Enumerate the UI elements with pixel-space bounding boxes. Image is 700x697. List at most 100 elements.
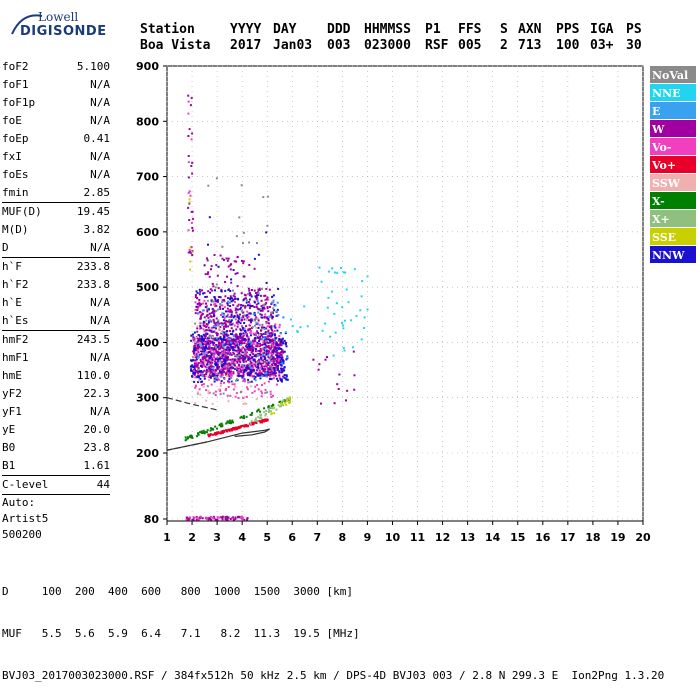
echo-point [224,349,227,351]
echo-point [238,341,241,344]
echo-point [242,372,245,375]
echo-point [194,312,197,315]
echo-point [201,358,204,361]
y-tick-label: 800 [136,115,159,128]
param-value: 233.8 [76,278,110,291]
echo-point [239,328,242,331]
echo-point [191,161,194,164]
echo-point [219,368,222,371]
echo-point [216,366,219,369]
trace-point [221,430,224,433]
echo-point [196,349,199,352]
legend-swatch [650,156,696,173]
trace-point [207,433,210,436]
echo-point [263,307,266,310]
echo-point [193,380,196,383]
echo-point [272,394,274,397]
echo-point [256,369,258,372]
echo-point [237,340,240,343]
echo-point [220,344,223,347]
echo-point [262,303,265,306]
echo-point [220,380,223,382]
echo-point [247,381,250,384]
echo-point [280,339,283,342]
legend-label: E [652,105,660,118]
echo-point [249,368,252,371]
echo-point [193,373,196,376]
trace-point [267,407,270,410]
echo-point [265,340,268,343]
echo-point [257,294,260,297]
echo-point [223,300,226,303]
echo-point [224,343,227,346]
echo-point [256,330,259,333]
echo-point [223,363,226,366]
echo-point [203,352,206,355]
echo-point [221,304,224,307]
echo-point [264,294,267,297]
param-name: h`Es [2,314,29,327]
echo-point [241,368,244,371]
echo-point [273,367,276,369]
echo-point [194,372,196,375]
echo-point [214,300,217,303]
echo-point [248,307,251,310]
echo-point [277,348,280,351]
echo-point [208,312,211,315]
echo-point [226,367,229,370]
echo-point [189,104,192,107]
param-value: 5.100 [76,60,110,73]
echo-point [263,326,266,329]
trace-point [280,402,282,405]
echo-point [222,307,224,310]
echo-point [230,278,233,281]
echo-point [232,371,235,374]
echo-point [187,206,190,209]
echo-point [267,345,270,347]
echo-point [221,370,224,373]
echo-point [188,516,191,519]
echo-point [266,341,269,344]
echo-point [272,351,275,354]
echo-point [209,319,212,322]
echo-point [200,338,203,341]
echo-point [245,369,248,372]
echo-point [197,356,200,359]
echo-point [206,366,209,369]
echo-point [242,338,245,341]
echo-point [227,380,230,383]
echo-point [342,347,345,349]
echo-point [216,367,219,370]
header-label: HHMMSS [364,22,411,37]
echo-point [327,296,330,299]
echo-point [256,350,259,353]
echo-point [278,338,281,340]
header-label: DDD [327,22,351,37]
echo-point [276,379,279,382]
echo-point [263,315,266,318]
param-row: MUF(D) 19.45 [2,203,110,221]
echo-point [276,329,279,332]
echo-point [215,378,218,381]
echo-point [208,347,211,349]
echo-point [217,319,220,322]
echo-point [247,337,250,340]
echo-point [258,350,261,352]
echo-point [246,343,249,346]
echo-point [192,369,195,372]
legend-swatch [650,84,696,101]
echo-point [217,388,220,391]
echo-point [273,358,276,361]
echo-point [231,361,234,364]
echo-point [235,340,238,343]
echo-point [276,349,279,352]
echo-point [240,292,243,295]
echo-point [247,358,250,361]
echo-point [232,304,235,307]
echo-point [256,384,259,386]
echo-point [203,316,206,319]
trace-point [255,422,258,424]
echo-point [243,318,246,321]
param-name: fxI [2,150,22,163]
echo-point [247,348,250,351]
